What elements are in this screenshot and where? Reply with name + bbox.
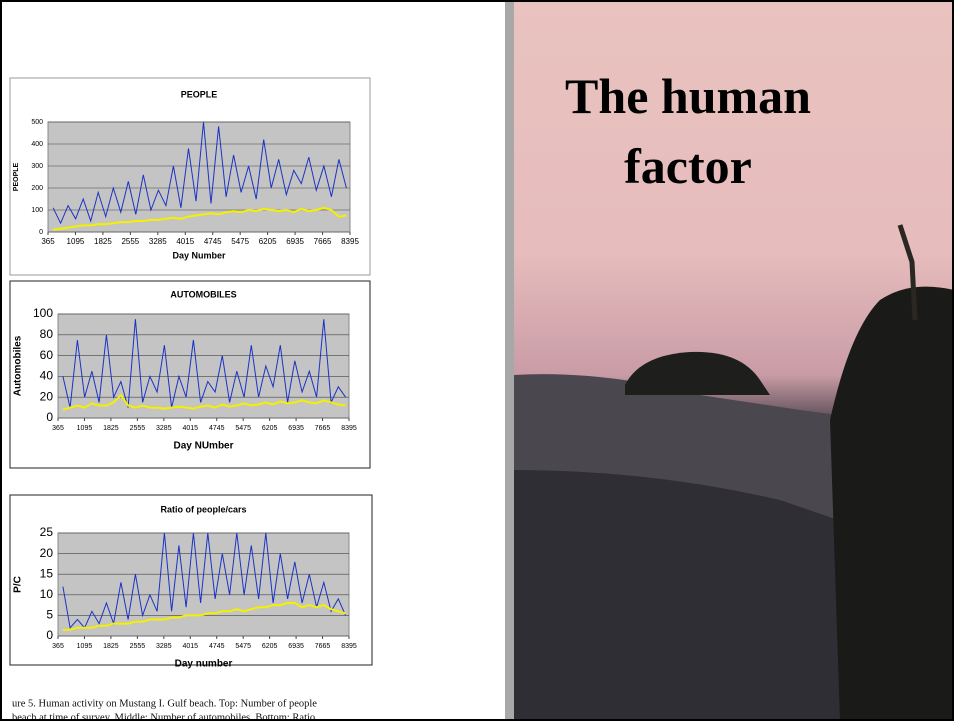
x-tick-label: 6935 bbox=[288, 643, 304, 650]
y-tick-label: 400 bbox=[31, 141, 43, 148]
photo bbox=[514, 0, 954, 721]
x-tick-label: 6205 bbox=[262, 643, 278, 650]
x-tick-label: 7665 bbox=[314, 237, 332, 246]
plot-area bbox=[57, 313, 350, 419]
y-tick-label: 200 bbox=[31, 185, 43, 192]
y-axis-label: PEOPLE bbox=[13, 162, 20, 191]
x-tick-label: 1095 bbox=[67, 237, 85, 246]
x-tick-label: 8395 bbox=[341, 425, 357, 432]
x-tick-label: 6205 bbox=[262, 425, 278, 432]
chart: AUTOMOBILES Automobiles Day NUmber 0 20 40 60 8… bbox=[9, 280, 371, 469]
chart-title: Ratio of people/cars bbox=[160, 504, 246, 514]
y-tick-label: 5 bbox=[46, 608, 53, 622]
y-tick-label: 20 bbox=[40, 389, 54, 403]
y-tick-label: 20 bbox=[40, 546, 54, 560]
x-tick-label: 1825 bbox=[103, 425, 119, 432]
chart: Ratio of people/cars P/C Day number 0 5 10 15 2… bbox=[9, 494, 373, 670]
x-tick-label: 365 bbox=[52, 643, 64, 650]
x-tick-label: 5475 bbox=[235, 643, 251, 650]
x-tick-label: 8395 bbox=[341, 237, 359, 246]
y-tick-label: 15 bbox=[40, 566, 54, 580]
data-line bbox=[62, 393, 346, 411]
x-tick-label: 6935 bbox=[286, 237, 304, 246]
x-tick-label: 1095 bbox=[77, 425, 93, 432]
x-tick-label: 3285 bbox=[156, 425, 172, 432]
data-line bbox=[52, 206, 347, 231]
chart: PEOPLE PEOPLE Day Number 0 100 200 300 400 500 36… bbox=[9, 77, 371, 276]
x-tick-label: 6205 bbox=[259, 237, 277, 246]
x-tick-label: 1095 bbox=[77, 643, 93, 650]
x-tick-label: 7665 bbox=[315, 425, 331, 432]
x-tick-label: 8395 bbox=[341, 643, 357, 650]
caption-line: beach at time of survey. Middle: Number … bbox=[12, 712, 315, 721]
y-tick-label: 300 bbox=[31, 163, 43, 170]
data-line bbox=[62, 319, 347, 408]
x-tick-label: 7665 bbox=[315, 643, 331, 650]
data-line bbox=[62, 602, 346, 631]
x-tick-label: 2555 bbox=[130, 643, 146, 650]
y-tick-label: 100 bbox=[31, 207, 43, 214]
y-tick-label: 40 bbox=[40, 369, 54, 383]
x-axis-label: Day NUmber bbox=[173, 441, 233, 452]
data-line bbox=[52, 121, 347, 225]
x-axis-label: Day Number bbox=[172, 250, 226, 260]
x-tick-label: 365 bbox=[41, 237, 55, 246]
y-tick-label: 60 bbox=[40, 348, 54, 362]
x-tick-label: 4015 bbox=[182, 643, 198, 650]
x-tick-label: 4015 bbox=[182, 425, 198, 432]
x-tick-label: 5475 bbox=[235, 425, 251, 432]
grass bbox=[830, 286, 954, 721]
data-line bbox=[62, 532, 347, 629]
chart-title: AUTOMOBILES bbox=[170, 289, 236, 299]
chart-title: PEOPLE bbox=[181, 89, 218, 99]
sea-oat bbox=[897, 224, 918, 321]
y-tick-label: 10 bbox=[40, 587, 54, 601]
y-axis-label: Automobiles bbox=[13, 335, 24, 396]
plot-area bbox=[47, 121, 351, 233]
y-tick-label: 0 bbox=[46, 410, 53, 424]
x-tick-label: 4745 bbox=[204, 237, 222, 246]
plot-area bbox=[57, 532, 350, 637]
x-tick-label: 4015 bbox=[176, 237, 194, 246]
x-tick-label: 6935 bbox=[288, 425, 304, 432]
x-axis-label: Day number bbox=[175, 659, 233, 670]
x-tick-label: 2555 bbox=[121, 237, 139, 246]
y-axis-label: P/C bbox=[13, 576, 24, 593]
page-gutter bbox=[505, 0, 515, 721]
y-tick-label: 80 bbox=[40, 327, 54, 341]
caption-line: ure 5. Human activity on Mustang I. Gulf… bbox=[12, 698, 317, 709]
y-tick-label: 0 bbox=[39, 229, 43, 236]
y-tick-label: 500 bbox=[31, 119, 43, 126]
bush bbox=[625, 351, 770, 395]
x-tick-label: 2555 bbox=[130, 425, 146, 432]
y-tick-label: 25 bbox=[40, 525, 54, 539]
x-tick-label: 4745 bbox=[209, 425, 225, 432]
slide-title: The human factor bbox=[565, 68, 811, 194]
x-tick-label: 1825 bbox=[103, 643, 119, 650]
x-tick-label: 365 bbox=[52, 425, 64, 432]
x-tick-label: 3285 bbox=[156, 643, 172, 650]
y-tick-label: 100 bbox=[33, 306, 53, 320]
x-tick-label: 4745 bbox=[209, 643, 225, 650]
x-tick-label: 1825 bbox=[94, 237, 112, 246]
x-tick-label: 5475 bbox=[231, 237, 249, 246]
x-tick-label: 3285 bbox=[149, 237, 167, 246]
y-tick-label: 0 bbox=[46, 628, 53, 642]
